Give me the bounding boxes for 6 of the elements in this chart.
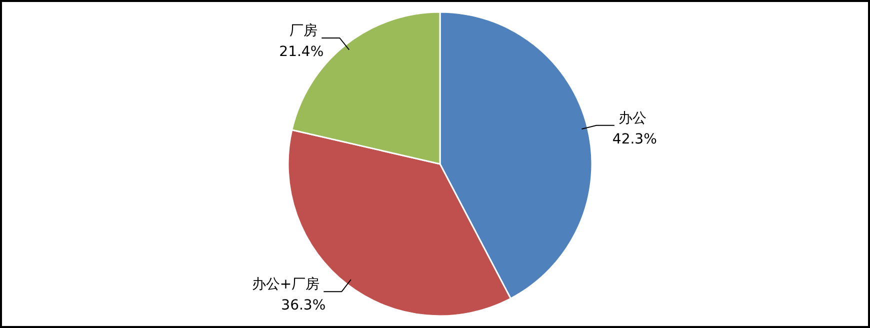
data-label: 36.3% (281, 298, 326, 314)
data-label: 42.3% (612, 131, 657, 148)
data-label: 21.4% (279, 44, 324, 60)
slice-label: 办公 (618, 110, 646, 126)
slice-label: 办公+厂房 (252, 276, 320, 293)
slice-label: 厂房 (290, 22, 318, 39)
